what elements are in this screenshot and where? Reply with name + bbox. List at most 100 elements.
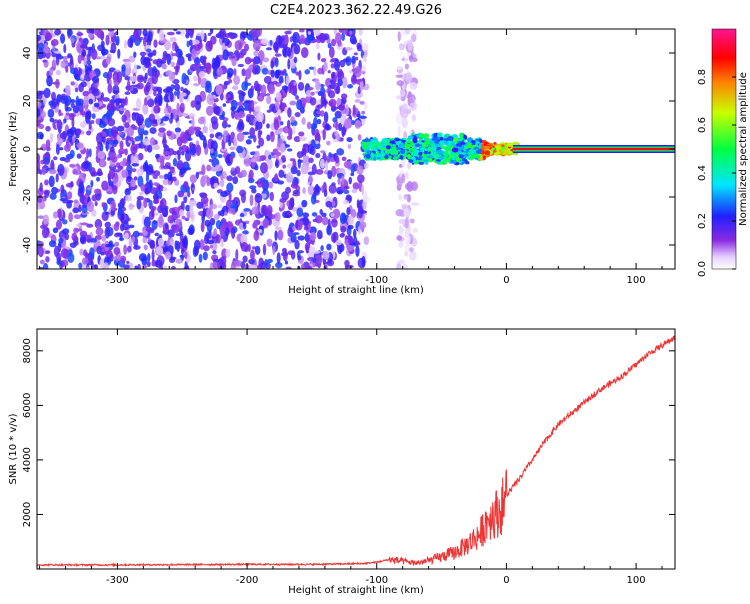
- spectrogram-cell: [336, 133, 341, 142]
- spectrogram-cell: [37, 42, 45, 50]
- spectrogram-cell: [249, 194, 254, 207]
- signal-cell: [365, 141, 371, 145]
- spectrogram-cell: [81, 202, 88, 208]
- spectrogram-cell: [231, 108, 235, 119]
- signal-cell: [423, 159, 429, 163]
- spectrogram-cell: [361, 255, 366, 268]
- spectrogram-cell: [404, 251, 408, 257]
- spectrogram-cell: [310, 194, 317, 205]
- spectrogram-cell: [86, 59, 92, 66]
- spectrogram-cell: [71, 117, 75, 128]
- spectrogram-cell: [77, 54, 82, 65]
- signal-cell: [373, 142, 378, 147]
- spectrogram-cell: [47, 108, 55, 118]
- spectrogram-cell: [128, 55, 136, 63]
- spectrogram-cell: [403, 195, 409, 200]
- signal-cell: [463, 134, 468, 140]
- spectrogram-cell: [302, 216, 310, 227]
- signal-cell: [503, 148, 509, 154]
- spectrogram-cell: [328, 46, 335, 59]
- spectrogram-cell: [148, 113, 155, 123]
- x-tick-label: 0: [503, 575, 509, 586]
- spectrogram-cell: [180, 102, 185, 108]
- spectrogram-cell: [210, 148, 214, 154]
- spectrogram-cell: [240, 242, 249, 252]
- spectrogram-cell: [287, 226, 293, 238]
- spectrogram-cell: [37, 215, 45, 219]
- spectrogram-cell: [398, 241, 404, 249]
- spectrogram-cell: [331, 218, 338, 228]
- spectrogram-cell: [164, 223, 169, 230]
- spectrogram-cell: [187, 57, 192, 62]
- spectrogram-cell: [200, 175, 206, 188]
- signal-cell: [433, 133, 437, 139]
- spectrogram-cell: [95, 132, 104, 145]
- spectrogram-cell: [178, 51, 183, 57]
- spectrogram-cell: [176, 136, 183, 147]
- spectrogram-cell: [258, 137, 265, 147]
- spectrogram-cell: [128, 203, 134, 211]
- spectrogram-cell: [258, 229, 263, 233]
- spectrogram-cell: [307, 86, 314, 91]
- spectrogram-cell: [189, 29, 194, 39]
- spectrogram-cell: [172, 150, 177, 156]
- spectrogram-cell: [104, 211, 110, 215]
- signal-cell: [475, 149, 483, 154]
- spectrogram-cell: [101, 202, 106, 208]
- spectrogram-cell: [56, 259, 63, 266]
- spectrogram-cell: [213, 105, 221, 115]
- spectrogram-cell: [311, 163, 317, 175]
- spectrogram-cell: [60, 33, 66, 44]
- spectrogram-cell: [130, 143, 138, 155]
- spectrogram-cell: [76, 142, 84, 149]
- spectrogram-cell: [203, 234, 210, 245]
- spectrogram-cell: [188, 141, 194, 149]
- spectrogram-cell: [79, 121, 87, 128]
- signal-cell: [404, 140, 411, 144]
- spectrogram-cell: [250, 85, 254, 93]
- spectrogram-cell: [126, 80, 131, 92]
- spectrogram-cell: [167, 180, 172, 186]
- spectrogram-cell: [253, 80, 260, 92]
- spectrogram-cell: [362, 198, 368, 211]
- spectrogram-cell: [285, 186, 292, 194]
- spectrogram-cell: [59, 132, 68, 139]
- spectrogram-cell: [76, 98, 84, 106]
- spectrogram-cell: [143, 197, 148, 209]
- spectrogram-cell: [220, 238, 224, 248]
- spectrogram-cell: [409, 130, 413, 134]
- spectrogram-cell: [286, 211, 292, 216]
- spectrogram-cell: [100, 40, 105, 48]
- spectrogram-x-ticks: -300 -200 -100 0 100: [39, 29, 663, 286]
- spectrogram-cell: [56, 29, 62, 35]
- spectrogram-cell: [275, 261, 283, 269]
- spectrogram-cell: [357, 134, 362, 141]
- spectrogram-cell: [238, 41, 243, 50]
- spectrogram-cell: [126, 260, 130, 264]
- spectrogram-cell: [213, 213, 220, 220]
- spectrogram-cell: [142, 105, 149, 115]
- spectrogram-cell: [43, 161, 49, 165]
- x-tick-label: 100: [627, 275, 646, 286]
- spectrogram-cell: [300, 263, 305, 269]
- spectrogram-cell: [350, 74, 357, 85]
- spectrogram-cell: [202, 207, 206, 218]
- spectrogram-cell: [335, 121, 339, 131]
- spectrogram-cell: [226, 182, 234, 193]
- spectrogram-cell: [295, 71, 301, 76]
- spectrogram-cell: [90, 171, 98, 177]
- spectrogram-cell: [237, 63, 245, 68]
- x-tick-label: -300: [106, 275, 129, 286]
- signal-cell: [414, 143, 420, 148]
- spectrogram-cell: [85, 46, 93, 51]
- spectrogram-cell: [124, 96, 128, 106]
- spectrogram-cell: [169, 36, 177, 43]
- spectrogram-cell: [223, 80, 230, 86]
- spectrogram-cell: [104, 221, 111, 228]
- spectrogram-cell: [316, 82, 321, 90]
- spectrogram-cell: [351, 120, 355, 126]
- spectrogram-cell: [401, 117, 408, 129]
- spectrogram-cell: [155, 246, 164, 256]
- spectrogram-cell: [176, 120, 181, 128]
- spectrogram-cell: [206, 93, 214, 105]
